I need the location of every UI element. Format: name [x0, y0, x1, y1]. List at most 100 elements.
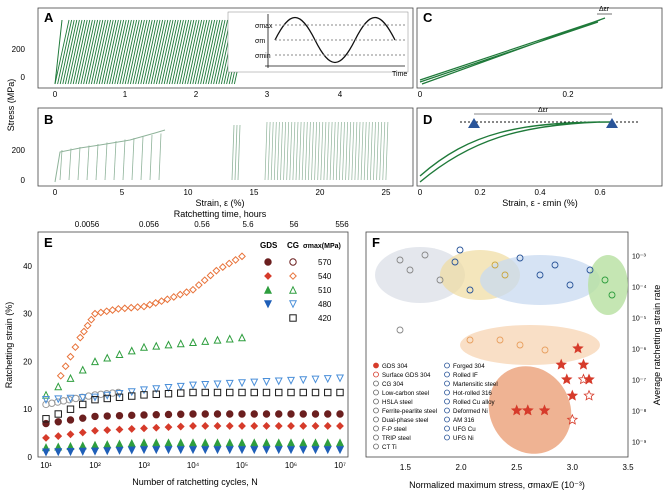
- panel-a-cycle-line: [85, 19, 101, 85]
- panel-c-letter: C: [423, 10, 433, 25]
- panel-b-xlabel2: Ratchetting time, hours: [174, 209, 267, 219]
- panel-e-point: [323, 446, 332, 455]
- panel-b-cycle-line: [122, 139, 126, 181]
- panel-f-legend-label: CT Ti: [382, 444, 397, 451]
- panel-a-cycle-line: [207, 19, 223, 85]
- panel-e-point: [299, 422, 308, 430]
- panel-b-letter: B: [44, 112, 53, 127]
- panel-e-point: [114, 304, 123, 313]
- panel-f-gds304-star: [510, 404, 523, 416]
- panel-e-point: [311, 388, 320, 397]
- panel-a-cycle-line: [119, 19, 135, 85]
- panel-a-cycle-line: [96, 19, 112, 85]
- panel-f-letter: F: [372, 235, 380, 250]
- panel-f-legend-label: Martensitic steel: [453, 381, 498, 388]
- panel-e-point: [250, 388, 258, 397]
- panel-f-surface-gds304-star: [583, 389, 595, 401]
- panel-d-xtick-02: 0.2: [474, 188, 486, 197]
- panel-e-point: [41, 448, 51, 457]
- panel-e-legend-cg-marker: [288, 285, 298, 294]
- panel-f-gds304-star: [572, 342, 584, 354]
- panel-e-point: [311, 410, 320, 418]
- panel-a-cycle-line: [148, 19, 164, 85]
- panel-e-point: [164, 389, 173, 398]
- panel-b-cycle-line: [311, 121, 314, 181]
- panel-e-point: [54, 382, 63, 391]
- panel-d-letter: D: [423, 112, 432, 127]
- panel-f-xtick-label: 2.0: [455, 463, 467, 472]
- panel-e-point: [127, 346, 136, 355]
- panel-d-left-marker: [468, 118, 480, 128]
- panel-e-point: [238, 252, 246, 261]
- panel-f-gds304-star: [538, 404, 551, 416]
- panel-e-point: [213, 438, 222, 447]
- panel-e-point: [262, 422, 271, 430]
- panel-d-annotation: Δεr: [538, 107, 549, 114]
- panel-b-cycle-line: [332, 121, 336, 181]
- panel-a-cycle-line: [179, 19, 195, 85]
- panel-e-point: [103, 412, 111, 420]
- panel-e-point: [287, 388, 295, 397]
- panel-e-point: [90, 440, 100, 449]
- panel-f-xtick-label: 1.5: [400, 463, 412, 472]
- panel-e-point: [176, 422, 185, 431]
- panel-e-point: [177, 410, 185, 418]
- panel-a-cycle-line: [187, 19, 203, 85]
- panel-a-cycle-line: [98, 19, 114, 85]
- panel-e-point: [336, 410, 344, 418]
- panel-e-legend-cg-marker: [288, 300, 298, 309]
- panel-e-point: [262, 446, 271, 455]
- panel-a-cycle-line: [109, 19, 125, 85]
- panel-f-legend-label: CG 304: [382, 381, 404, 388]
- panel-f-background-marker: [586, 266, 594, 274]
- panel-e-point: [226, 388, 234, 397]
- panel-f-background-marker: [491, 261, 499, 269]
- panel-f-background-marker: [551, 261, 559, 269]
- panel-b-cycle-line: [289, 121, 293, 181]
- panel-e-top-tick-5: 556: [335, 220, 349, 229]
- panel-e-point: [274, 377, 283, 386]
- panel-e-point: [139, 446, 149, 455]
- panel-e-ytick-label: 10: [23, 405, 32, 414]
- panel-e-point: [176, 438, 185, 447]
- panel-f-legend-marker: [373, 434, 379, 441]
- panel-f-legend-marker: [444, 407, 450, 414]
- panel-f-legend: GDS 304 Surface GDS 304 CG 304 Low-carbon s…: [373, 362, 498, 451]
- panel-f-legend-label: Ferrite-pearlite steel: [382, 408, 437, 415]
- panel-e-point: [54, 448, 63, 457]
- panel-f-background-marker: [516, 341, 524, 349]
- panel-e-point: [115, 393, 124, 401]
- panel-d-xtick-0: 0: [418, 188, 423, 197]
- panel-e-point: [212, 266, 221, 275]
- panel-b-envelope: [54, 129, 166, 183]
- panel-e-point: [274, 422, 283, 430]
- panel-e-point: [83, 321, 92, 330]
- panel-e-point: [54, 418, 62, 426]
- panel-e-point: [188, 338, 198, 347]
- panel-b-cycle-line: [304, 121, 308, 181]
- panel-e-point: [164, 438, 173, 447]
- panel-f-background-marker: [451, 258, 459, 266]
- panel-f-legend-label: UFG Ni: [453, 435, 474, 442]
- panel-b-cycle-line: [348, 121, 352, 181]
- panel-e-point: [225, 334, 234, 343]
- panel-f-surface-gds304-star: [522, 404, 534, 416]
- panel-f-ytick-label: 10⁻⁷: [632, 378, 646, 385]
- panel-e-point: [140, 391, 148, 399]
- panel-b-cycle-line: [376, 121, 379, 181]
- panel-e-point: [201, 381, 210, 390]
- panel-a-cycle-line: [145, 19, 161, 85]
- panel-b-cycle-line: [317, 121, 321, 181]
- panel-f-gds304-star: [566, 389, 579, 401]
- panel-e-point: [231, 256, 240, 264]
- panel-e-point: [78, 447, 87, 456]
- panel-b-xlabel: Strain, ε (%): [195, 198, 244, 208]
- panel-a-cycle-line: [127, 19, 143, 85]
- panel-a-cycle-line: [155, 19, 171, 85]
- panel-e-point: [250, 378, 259, 387]
- panel-f-legend-label: AM 316: [453, 417, 475, 424]
- panel-e-point: [189, 410, 197, 418]
- panel-f-surface-gds304-star: [577, 373, 590, 385]
- panel-e-point: [90, 357, 100, 366]
- panel-b-cycle-line: [131, 137, 135, 181]
